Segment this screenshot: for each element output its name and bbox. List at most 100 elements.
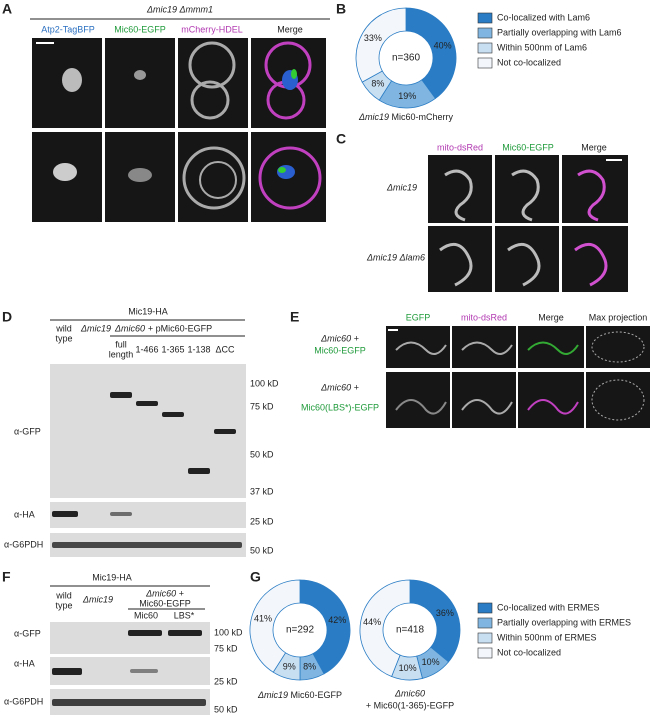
- lane-label: 1-138: [187, 344, 210, 354]
- lane-label: Mic60-EGFP: [139, 598, 191, 608]
- lane-label: 1-466: [135, 344, 158, 354]
- row-label: Δmic19 Δlam6: [366, 252, 425, 262]
- legend-swatch: [477, 57, 493, 69]
- value-label: 40%: [434, 40, 452, 50]
- micrographs: [428, 155, 628, 292]
- channel-label: Merge: [581, 142, 607, 152]
- caption: + Mic60(1-365)-EGFP: [366, 700, 454, 710]
- donut-slice: [359, 579, 411, 678]
- legend-swatch: [477, 647, 493, 659]
- row-label: Δmic19: [386, 182, 417, 192]
- legend-swatch: [477, 617, 493, 629]
- value-label: 8%: [303, 662, 316, 672]
- legend-label: Within 500nm of Lam6: [497, 42, 587, 52]
- lane-label: wild: [55, 590, 72, 600]
- lane-label: type: [55, 333, 72, 343]
- lane-label: Δmic60 +: [145, 588, 184, 598]
- channel-label: Mic60-EGFP: [114, 24, 166, 34]
- row-label: Mic60-EGFP: [314, 345, 366, 355]
- antibody-label: α-HA: [14, 509, 35, 519]
- channel-label: Mic60-EGFP: [502, 142, 554, 152]
- legend-label: Partially overlapping with ERMES: [497, 617, 631, 627]
- row-label: Mic60(LBS*)-EGFP: [301, 402, 379, 412]
- lane-label: Δmic19: [82, 594, 113, 604]
- mw-marker: 25 kD: [214, 676, 238, 686]
- panel-label: C: [336, 131, 346, 147]
- panel-label: B: [336, 1, 346, 17]
- channel-label: Max projection: [589, 312, 648, 322]
- micrographs: [386, 326, 650, 428]
- mw-marker: 50 kD: [250, 545, 274, 555]
- channel-label: Atp2-TagBFP: [41, 24, 95, 34]
- channel-label: Merge: [538, 312, 564, 322]
- center-label: n=292: [286, 625, 315, 636]
- channel-label: mCherry-HDEL: [181, 24, 243, 34]
- donut-slice: [355, 7, 407, 83]
- lane-label: type: [55, 600, 72, 610]
- mw-marker: 50 kD: [250, 449, 274, 459]
- value-label: 9%: [283, 661, 296, 671]
- row-label: Δmic60 +: [320, 333, 359, 343]
- panel-label: D: [2, 309, 12, 325]
- panel-title: Δmic19 Δmmm1: [146, 4, 213, 14]
- mw-marker: 100 kD: [214, 627, 243, 637]
- row-label: Δmic60 +: [320, 382, 359, 392]
- caption-part: Mic60-EGFP: [291, 690, 343, 700]
- lane-label: full: [115, 339, 127, 349]
- value-label: 44%: [363, 617, 381, 627]
- value-label: 41%: [254, 614, 272, 624]
- channel-label: Merge: [277, 24, 303, 34]
- mw-marker: 50 kD: [214, 704, 238, 714]
- lane-label: Mic60: [134, 610, 158, 620]
- lane-label: length: [109, 349, 134, 359]
- blot-header: Mic19-HA: [128, 306, 168, 316]
- caption: Δmic60: [394, 688, 425, 698]
- channel-label: mito-dsRed: [461, 312, 507, 322]
- legend-swatch: [477, 12, 493, 24]
- mw-marker: 25 kD: [250, 516, 274, 526]
- caption-part: Δmic19: [257, 690, 288, 700]
- value-label: 19%: [398, 91, 416, 101]
- legend-swatch: [477, 632, 493, 644]
- panel-label: G: [250, 569, 261, 585]
- lane-label: 1-365: [161, 344, 184, 354]
- value-label: 10%: [422, 657, 440, 667]
- mw-marker: 75 kD: [250, 401, 274, 411]
- lane-label: Δmic19: [80, 323, 111, 333]
- caption: Δmic19 Mic60-mCherry: [358, 112, 454, 122]
- donut-slice: [299, 579, 351, 675]
- lane-label: Δmic60: [114, 323, 145, 333]
- mw-marker: 37 kD: [250, 486, 274, 496]
- channel-label: EGFP: [406, 312, 431, 322]
- donut-slice: [249, 579, 301, 673]
- value-label: 10%: [399, 663, 417, 673]
- western-blot: [50, 364, 246, 557]
- lane-label: wild: [55, 323, 72, 333]
- legend-swatch: [477, 42, 493, 54]
- legend-swatch: [477, 27, 493, 39]
- legend-label: Within 500nm of ERMES: [497, 632, 597, 642]
- panel-label: E: [290, 309, 299, 325]
- value-label: 42%: [328, 615, 346, 625]
- value-label: 33%: [364, 33, 382, 43]
- antibody-label: α-G6PDH: [4, 696, 43, 706]
- mw-marker: 75 kD: [214, 643, 238, 653]
- mw-marker: 100 kD: [250, 378, 279, 388]
- micrographs: [32, 38, 326, 222]
- caption-part: Δmic19: [358, 112, 389, 122]
- antibody-label: α-GFP: [14, 426, 41, 436]
- donut-slice: [409, 579, 461, 663]
- value-label: 36%: [436, 608, 454, 618]
- caption: Δmic19 Mic60-EGFP: [257, 690, 342, 700]
- antibody-label: α-G6PDH: [4, 539, 43, 549]
- antibody-label: α-GFP: [14, 628, 41, 638]
- legend-label: Co-localized with Lam6: [497, 12, 590, 22]
- antibody-label: α-HA: [14, 658, 35, 668]
- caption-part: Mic60-mCherry: [392, 112, 454, 122]
- legend-label: Co-localized with ERMES: [497, 602, 600, 612]
- legend-label: Not co-localized: [497, 57, 561, 67]
- lane-label: LBS*: [174, 610, 195, 620]
- blot-header: Mic19-HA: [92, 572, 132, 582]
- western-blot: [50, 622, 210, 715]
- lane-label: ΔCC: [215, 344, 235, 354]
